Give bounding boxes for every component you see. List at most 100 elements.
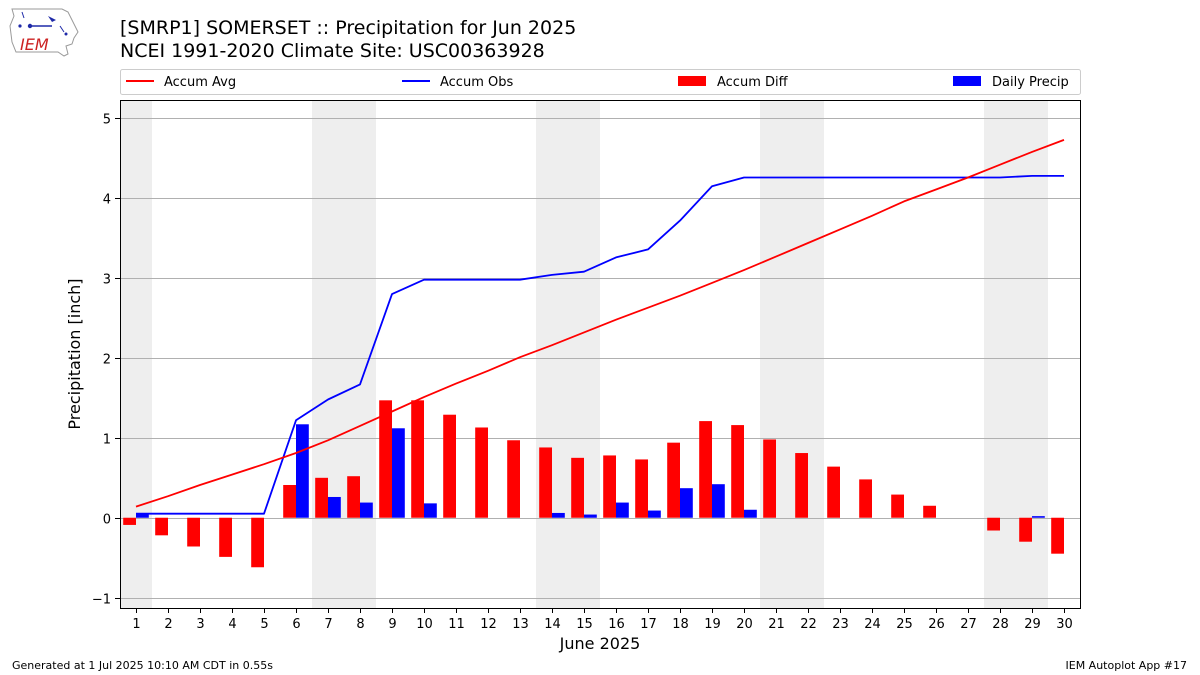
xtick-label: 27 bbox=[960, 617, 977, 632]
bar-daily-precip-18 bbox=[680, 488, 693, 518]
xtick-label: 21 bbox=[768, 617, 785, 632]
xtick-label: 3 bbox=[196, 617, 204, 632]
ytick-label: 2 bbox=[103, 353, 111, 368]
plot-frame bbox=[120, 100, 1081, 609]
bar-accum-diff-7 bbox=[315, 477, 328, 518]
bar-daily-precip-16 bbox=[616, 502, 629, 518]
app-credit: IEM Autoplot App #17 bbox=[1065, 659, 1188, 672]
xtick-label: 26 bbox=[928, 617, 945, 632]
bar-accum-diff-1 bbox=[123, 517, 136, 525]
xtick-label: 19 bbox=[704, 617, 721, 632]
bar-accum-diff-13 bbox=[507, 440, 520, 518]
xtick-label: 15 bbox=[576, 617, 593, 632]
xtick-label: 12 bbox=[480, 617, 497, 632]
bar-daily-precip-20 bbox=[744, 509, 757, 518]
weekend-shade-1 bbox=[312, 100, 376, 608]
weekend-shade-0 bbox=[120, 100, 152, 608]
xtick-label: 5 bbox=[260, 617, 268, 632]
legend-label-accum-obs: Accum Obs bbox=[440, 75, 513, 90]
bar-accum-diff-11 bbox=[443, 414, 456, 518]
ytick-label: 0 bbox=[103, 513, 111, 528]
line-accum-avg bbox=[135, 139, 1065, 508]
xtick-label: 11 bbox=[448, 617, 465, 632]
legend-swatch-accum-diff bbox=[678, 76, 706, 86]
xtick-label: 10 bbox=[416, 617, 433, 632]
xtick-label: 8 bbox=[356, 617, 364, 632]
xtick-label: 4 bbox=[228, 617, 236, 632]
xtick-label: 25 bbox=[896, 617, 913, 632]
bar-daily-precip-19 bbox=[712, 484, 725, 518]
bar-daily-precip-6 bbox=[296, 424, 309, 518]
bar-accum-diff-3 bbox=[187, 517, 200, 547]
iem-logo: IEM bbox=[9, 8, 79, 57]
xtick-label: 29 bbox=[1024, 617, 1041, 632]
bar-accum-diff-29 bbox=[1019, 517, 1032, 542]
xtick-label: 1 bbox=[132, 617, 140, 632]
weekend-shade-3 bbox=[760, 100, 824, 608]
bar-accum-diff-9 bbox=[379, 400, 392, 518]
ytick-label: 1 bbox=[103, 433, 111, 448]
bars bbox=[123, 400, 1064, 568]
bar-accum-diff-20 bbox=[731, 425, 744, 518]
xtick-label: 30 bbox=[1056, 617, 1073, 632]
legend-swatch-daily-precip bbox=[953, 76, 981, 86]
bar-accum-diff-14 bbox=[539, 447, 552, 518]
bar-accum-diff-25 bbox=[891, 494, 904, 518]
bar-daily-precip-17 bbox=[648, 510, 661, 518]
bar-accum-diff-12 bbox=[475, 427, 488, 518]
logo-text: IEM bbox=[20, 35, 49, 54]
bar-daily-precip-7 bbox=[328, 496, 341, 518]
xtick-label: 17 bbox=[640, 617, 657, 632]
xtick-label: 28 bbox=[992, 617, 1009, 632]
bar-accum-diff-30 bbox=[1051, 517, 1064, 554]
bar-accum-diff-15 bbox=[571, 457, 584, 518]
legend: Accum Avg Accum Obs Accum Diff Daily Pre… bbox=[120, 69, 1081, 95]
bar-accum-diff-26 bbox=[923, 505, 936, 518]
bar-accum-diff-4 bbox=[219, 517, 232, 557]
bar-daily-precip-14 bbox=[552, 512, 565, 518]
xtick-label: 6 bbox=[292, 617, 300, 632]
bar-accum-diff-18 bbox=[667, 442, 680, 518]
xtick-label: 20 bbox=[736, 617, 753, 632]
bar-accum-diff-23 bbox=[827, 466, 840, 518]
bar-daily-precip-15 bbox=[584, 514, 597, 518]
x-axis-label: June 2025 bbox=[559, 634, 641, 653]
bar-daily-precip-1 bbox=[136, 513, 149, 518]
generated-timestamp: Generated at 1 Jul 2025 10:10 AM CDT in … bbox=[12, 659, 273, 672]
ytick-label: 4 bbox=[103, 193, 111, 208]
bar-accum-diff-28 bbox=[987, 517, 1000, 531]
bar-daily-precip-8 bbox=[360, 502, 373, 518]
bar-accum-diff-22 bbox=[795, 453, 808, 518]
bar-accum-diff-24 bbox=[859, 479, 872, 518]
ytick-label: 5 bbox=[103, 113, 111, 128]
bar-daily-precip-9 bbox=[392, 428, 405, 518]
xtick-label: 2 bbox=[164, 617, 172, 632]
legend-label-daily-precip: Daily Precip bbox=[992, 75, 1069, 90]
ytick-label: 3 bbox=[103, 273, 111, 288]
bar-accum-diff-8 bbox=[347, 476, 360, 518]
lines bbox=[135, 139, 1065, 515]
xtick-label: 9 bbox=[388, 617, 396, 632]
xtick-label: 24 bbox=[864, 617, 881, 632]
y-axis-label: Precipitation [inch] bbox=[65, 278, 84, 429]
bar-accum-diff-19 bbox=[699, 421, 712, 518]
chart-subtitle: NCEI 1991-2020 Climate Site: USC00363928 bbox=[120, 40, 545, 62]
xtick-label: 16 bbox=[608, 617, 625, 632]
bar-accum-diff-2 bbox=[155, 517, 168, 536]
xtick-label: 13 bbox=[512, 617, 529, 632]
grid bbox=[120, 118, 1080, 599]
bar-accum-diff-16 bbox=[603, 455, 616, 518]
xtick-label: 7 bbox=[324, 617, 332, 632]
xtick-label: 14 bbox=[544, 617, 561, 632]
bar-accum-diff-6 bbox=[283, 484, 296, 518]
bar-accum-diff-5 bbox=[251, 517, 264, 568]
bar-accum-diff-10 bbox=[411, 400, 424, 518]
xtick-label: 18 bbox=[672, 617, 689, 632]
xtick-label: 23 bbox=[832, 617, 849, 632]
legend-label-accum-diff: Accum Diff bbox=[717, 75, 789, 90]
legend-label-accum-avg: Accum Avg bbox=[164, 75, 236, 90]
weekend-shade-2 bbox=[536, 100, 600, 608]
bar-accum-diff-17 bbox=[635, 459, 648, 518]
